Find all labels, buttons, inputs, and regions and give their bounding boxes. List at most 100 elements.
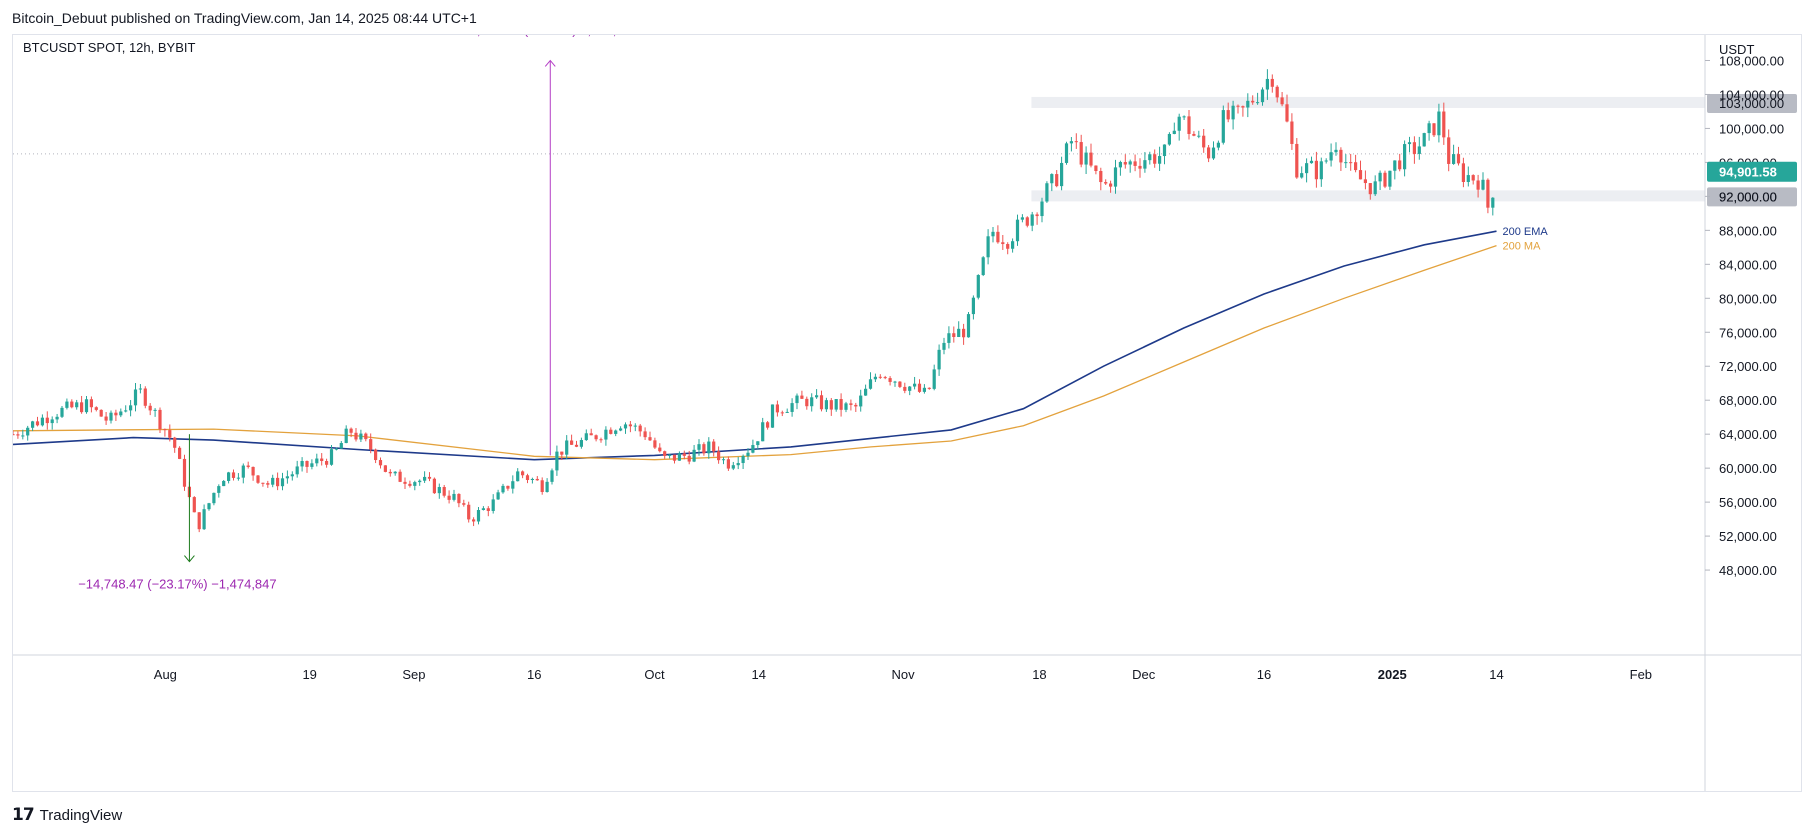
candle-body xyxy=(173,437,177,448)
y-tick-label: 100,000.00 xyxy=(1719,121,1784,136)
currency-label[interactable]: USDT xyxy=(1719,42,1754,57)
indicator-line-ma xyxy=(13,244,1497,461)
candle-body xyxy=(1393,160,1397,171)
candle-body xyxy=(819,395,824,410)
tradingview-logo-icon: 17 xyxy=(12,805,35,825)
measure-arrow-head xyxy=(544,59,556,67)
candle-body xyxy=(1148,154,1152,161)
candle-body xyxy=(633,425,637,427)
current-price-label: 94,901.58 xyxy=(1719,165,1777,180)
chart-frame[interactable]: 103,000.00 92,000.00 200 EMA 200 MA 46,874… xyxy=(12,34,1802,792)
candle-body xyxy=(1417,146,1421,154)
candle-body xyxy=(325,461,329,465)
y-tick-label: 68,000.00 xyxy=(1719,393,1777,408)
candle-body xyxy=(1241,106,1245,108)
candle-body xyxy=(109,412,113,421)
candle-body xyxy=(168,430,172,438)
candle-body xyxy=(89,399,93,408)
candle-body xyxy=(839,399,843,410)
candle-body xyxy=(883,377,887,379)
candle-body xyxy=(560,451,564,455)
candle-body xyxy=(864,388,868,396)
candle-body xyxy=(65,401,69,408)
candle-body xyxy=(834,399,838,410)
candle-body xyxy=(251,466,255,476)
y-tick-label: 108,000.00 xyxy=(1719,53,1784,68)
candle-body xyxy=(530,478,534,481)
candle-body xyxy=(962,328,966,338)
candle-body xyxy=(1006,244,1010,249)
candle-body xyxy=(427,476,432,479)
candle-body xyxy=(393,471,397,474)
candle-body xyxy=(628,424,632,427)
x-tick-label: 18 xyxy=(1032,667,1046,682)
candle-body xyxy=(378,460,383,466)
candle-body xyxy=(682,453,686,456)
x-tick-label: Dec xyxy=(1132,667,1156,682)
candle-body xyxy=(991,231,995,237)
candle-body xyxy=(153,409,157,411)
candle-body xyxy=(981,257,985,276)
candle-body xyxy=(1349,162,1353,164)
x-tick-label: Nov xyxy=(892,667,916,682)
candle-body xyxy=(45,417,49,424)
chart-title: BTCUSDT SPOT, 12h, BYBIT xyxy=(23,40,195,55)
indicator-label: 200 EMA xyxy=(1503,226,1549,238)
candle-body xyxy=(99,409,103,417)
candle-body xyxy=(1324,160,1328,162)
candle-body xyxy=(1045,183,1049,202)
candle-body xyxy=(1172,130,1176,134)
candle-body xyxy=(1412,142,1416,154)
candle-body xyxy=(1368,183,1372,195)
candle-body xyxy=(878,376,882,378)
candle-body xyxy=(1481,179,1485,190)
candle-body xyxy=(1197,135,1201,137)
candle-body xyxy=(619,428,623,431)
candle-body xyxy=(1319,161,1323,180)
level-zone xyxy=(1031,96,1705,108)
candle-body xyxy=(236,477,240,479)
candle-body xyxy=(535,478,539,481)
levels-layer: 103,000.00 92,000.00 xyxy=(1031,93,1797,207)
candle-body xyxy=(143,388,147,406)
candle-body xyxy=(1280,97,1284,105)
candle-body xyxy=(374,449,378,461)
candle-body xyxy=(1167,133,1171,145)
candle-body xyxy=(800,395,804,399)
candlestick-chart[interactable]: 103,000.00 92,000.00 200 EMA 200 MA 46,874… xyxy=(13,35,1801,791)
candle-body xyxy=(1305,163,1309,174)
candle-body xyxy=(94,407,98,410)
candle-body xyxy=(658,447,662,452)
candle-body xyxy=(1358,170,1363,180)
candle-body xyxy=(1251,100,1255,103)
candle-body xyxy=(1221,110,1225,143)
candle-body xyxy=(1187,116,1191,134)
candle-body xyxy=(550,470,554,482)
candle-body xyxy=(217,486,221,493)
candle-body xyxy=(687,455,691,462)
candle-body xyxy=(1246,100,1250,108)
candle-body xyxy=(1153,154,1157,164)
candle-body xyxy=(824,400,828,410)
candle-body xyxy=(922,387,926,392)
candle-body xyxy=(75,402,79,408)
candle-body xyxy=(467,504,471,520)
candle-body xyxy=(266,483,270,485)
candle-body xyxy=(741,456,745,464)
candle-body xyxy=(432,478,436,494)
candle-body xyxy=(1260,89,1265,103)
candle-body xyxy=(790,403,794,412)
candle-body xyxy=(472,519,476,522)
candle-body xyxy=(726,459,730,469)
candle-body xyxy=(1334,149,1338,153)
candle-body xyxy=(158,409,162,430)
candle-body xyxy=(280,478,285,487)
candle-body xyxy=(104,416,108,421)
candle-body xyxy=(1471,175,1475,181)
candle-body xyxy=(599,439,603,441)
x-tick-label: Aug xyxy=(154,667,177,682)
candle-body xyxy=(13,434,15,436)
candle-body xyxy=(712,441,716,452)
candle-body xyxy=(276,477,280,487)
candle-body xyxy=(1354,162,1358,171)
